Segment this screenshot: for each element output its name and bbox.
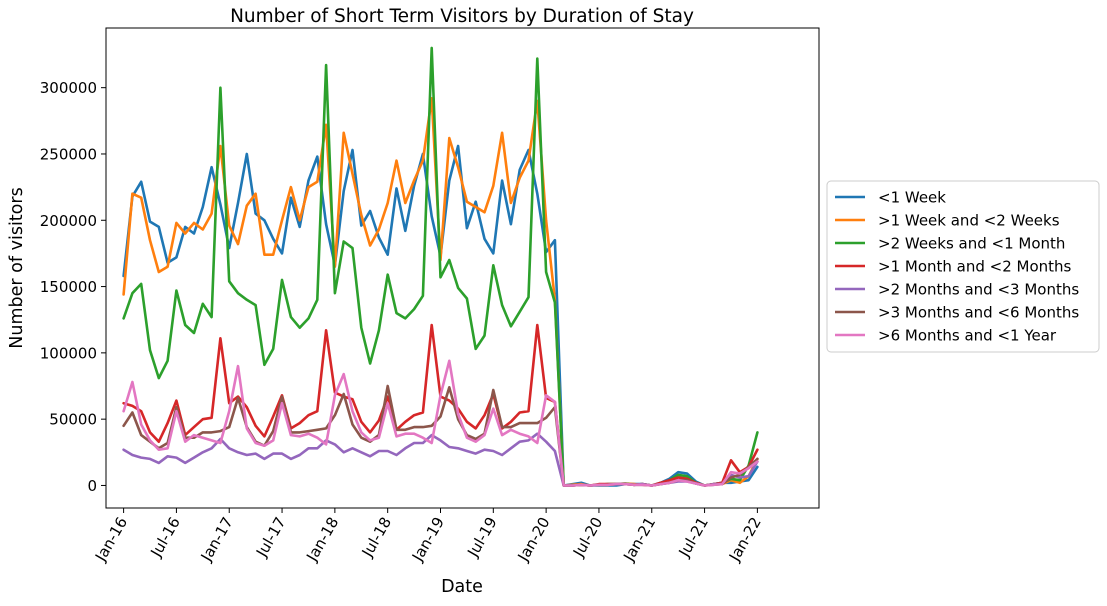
x-tick-label-10: Jan-21 <box>619 514 659 565</box>
series-line-2 <box>122 46 759 487</box>
legend: <1 Week >1 Week and <2 Weeks >2 Weeks and … <box>826 180 1100 353</box>
x-tick-label-0: Jan-16 <box>91 514 131 565</box>
y-tick-label-0: 0 <box>87 477 97 495</box>
x-tick-label-11: Jul-21 <box>675 514 712 561</box>
legend-label-6: >6 Months and <1 Year <box>878 327 1057 345</box>
legend-label-4: >2 Months and <3 Months <box>878 281 1079 299</box>
y-tick-label-6: 300000 <box>40 79 97 97</box>
legend-label-5: >3 Months and <6 Months <box>878 304 1079 322</box>
y-tick-label-5: 250000 <box>40 145 97 163</box>
x-tick-label-7: Jul-19 <box>463 514 500 561</box>
y-tick-label-2: 100000 <box>40 344 97 362</box>
chart-title: Number of Short Term Visitors by Duratio… <box>230 6 694 27</box>
x-tick-label-5: Jul-18 <box>358 514 395 561</box>
x-axis-label: Date <box>441 577 483 597</box>
y-axis-ticks: 0 50000 100000 150000 200000 250000 300000 <box>40 79 106 495</box>
y-axis-label: Number of visitors <box>7 187 27 348</box>
series-line-0 <box>122 144 759 487</box>
y-tick-label-3: 150000 <box>40 278 97 296</box>
y-tick-label-4: 200000 <box>40 212 97 230</box>
x-tick-label-4: Jan-18 <box>302 514 342 565</box>
legend-label-1: >1 Week and <2 Weeks <box>878 212 1060 230</box>
legend-label-0: <1 Week <box>878 189 946 207</box>
x-axis-ticks: Jan-16 Jul-16 Jan-17 Jul-17 Jan-18 Jul-18 Jan-… <box>91 508 765 565</box>
x-tick-label-3: Jul-17 <box>252 514 289 561</box>
series-line-6 <box>122 359 759 487</box>
legend-label-2: >2 Weeks and <1 Month <box>878 235 1065 253</box>
y-tick-label-1: 50000 <box>49 411 97 429</box>
x-tick-label-6: Jan-19 <box>408 514 448 565</box>
x-tick-label-2: Jan-17 <box>197 514 237 565</box>
series-line-3 <box>122 323 759 487</box>
legend-box <box>826 180 1100 353</box>
x-tick-label-12: Jan-22 <box>725 514 765 565</box>
x-tick-label-1: Jul-16 <box>146 514 183 561</box>
x-tick-label-9: Jul-20 <box>569 514 606 561</box>
x-tick-label-8: Jan-20 <box>514 514 554 565</box>
plot-series <box>122 46 759 487</box>
plot-frame <box>105 27 820 509</box>
legend-label-3: >1 Month and <2 Months <box>878 258 1072 276</box>
